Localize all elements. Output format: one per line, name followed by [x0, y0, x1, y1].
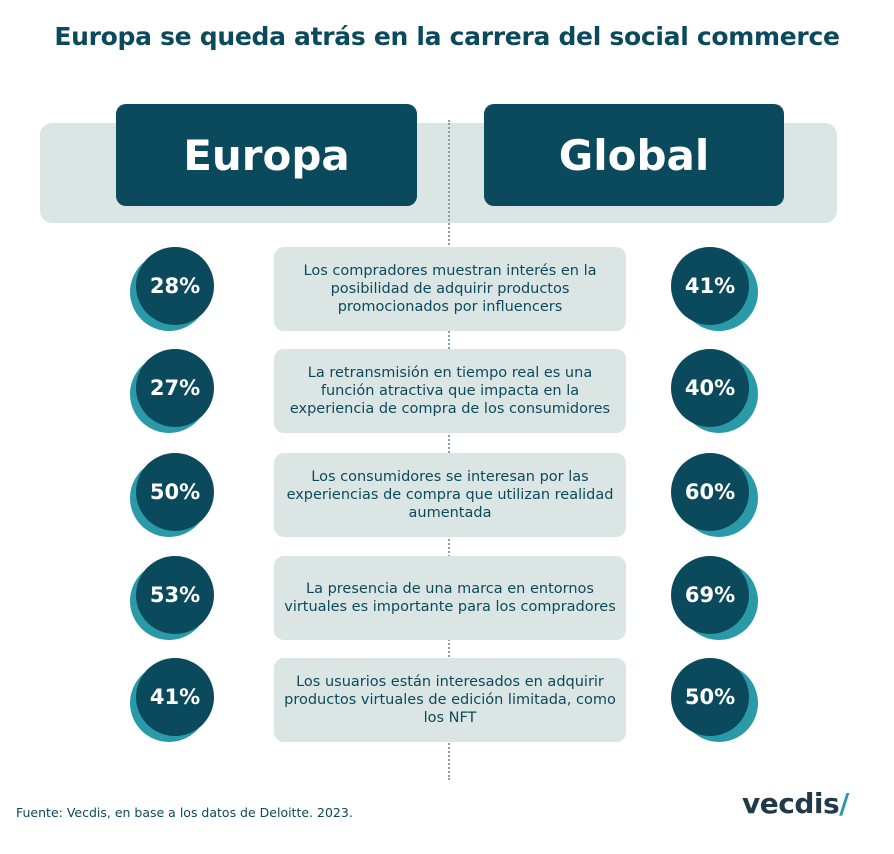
- logo-mark: /: [839, 787, 849, 820]
- europa-value-circle: 28%: [130, 247, 214, 331]
- europa-value: 27%: [136, 349, 214, 427]
- row-description: Los usuarios están interesados en adquir…: [274, 658, 626, 742]
- source-note: Fuente: Vecdis, en base a los datos de D…: [16, 805, 353, 820]
- europa-value-circle: 41%: [130, 658, 214, 742]
- chart-title: Europa se queda atrás en la carrera del …: [54, 22, 840, 51]
- europa-value-circle: 53%: [130, 556, 214, 640]
- row-description: Los consumidores se interesan por las ex…: [274, 453, 626, 537]
- comparison-row: 50% Los consumidores se interesan por las…: [0, 453, 894, 537]
- global-value-circle: 60%: [668, 453, 758, 537]
- row-description: Los compradores muestran interés en la p…: [274, 247, 626, 331]
- column-header-europa: Europa: [116, 104, 417, 206]
- global-value-circle: 50%: [668, 658, 758, 742]
- global-value: 50%: [671, 658, 749, 736]
- europa-value-circle: 50%: [130, 453, 214, 537]
- global-value: 60%: [671, 453, 749, 531]
- comparison-row: 28% Los compradores muestran interés en l…: [0, 247, 894, 331]
- comparison-row: 27% La retransmisión en tiempo real es un…: [0, 349, 894, 433]
- comparison-row: 53% La presencia de una marca en entornos…: [0, 556, 894, 640]
- comparison-row: 41% Los usuarios están interesados en adq…: [0, 658, 894, 742]
- europa-value-circle: 27%: [130, 349, 214, 433]
- column-header-global: Global: [484, 104, 784, 206]
- row-description: La presencia de una marca en entornos vi…: [274, 556, 626, 640]
- center-divider: [448, 120, 450, 780]
- europa-value: 28%: [136, 247, 214, 325]
- global-value: 40%: [671, 349, 749, 427]
- global-value: 41%: [671, 247, 749, 325]
- europa-value: 50%: [136, 453, 214, 531]
- europa-value: 53%: [136, 556, 214, 634]
- vecdis-logo: vecdis/: [742, 787, 849, 820]
- global-value: 69%: [671, 556, 749, 634]
- logo-text: vecdis: [742, 787, 840, 820]
- europa-value: 41%: [136, 658, 214, 736]
- global-value-circle: 41%: [668, 247, 758, 331]
- row-description: La retransmisión en tiempo real es una f…: [274, 349, 626, 433]
- global-value-circle: 40%: [668, 349, 758, 433]
- global-value-circle: 69%: [668, 556, 758, 640]
